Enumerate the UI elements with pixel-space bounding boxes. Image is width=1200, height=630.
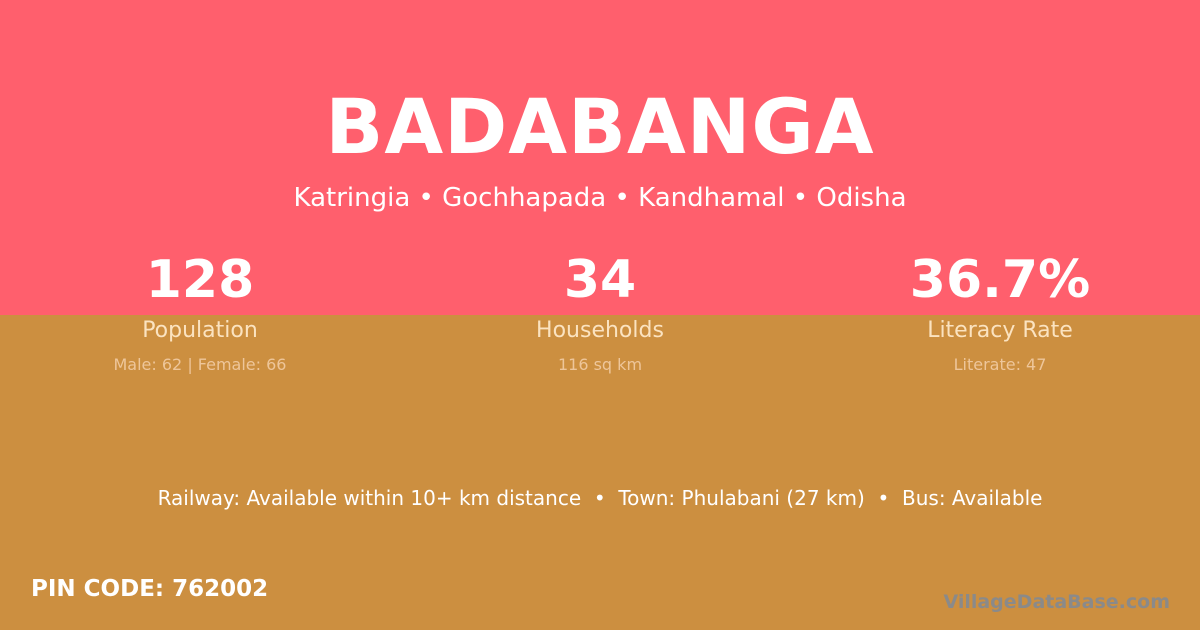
stat-households: 34 Households 116 sq km xyxy=(400,250,800,374)
connectivity-info: Railway: Available within 10+ km distanc… xyxy=(157,486,1043,510)
stat-value: 34 xyxy=(563,250,637,310)
stat-value: 128 xyxy=(145,250,255,310)
stat-label: Population xyxy=(142,318,258,343)
stat-detail: Literate: 47 xyxy=(953,355,1047,374)
header-band xyxy=(0,0,1200,315)
village-name: BADABANGA xyxy=(325,82,875,171)
location-breadcrumb: Katringia • Gochhapada • Kandhamal • Odi… xyxy=(293,183,907,213)
stat-literacy: 36.7% Literacy Rate Literate: 47 xyxy=(800,250,1200,374)
stat-population: 128 Population Male: 62 | Female: 66 xyxy=(0,250,400,374)
stat-detail: Male: 62 | Female: 66 xyxy=(113,355,287,374)
pin-code: PIN CODE: 762002 xyxy=(31,576,269,602)
stat-label: Households xyxy=(536,318,664,343)
stat-detail: 116 sq km xyxy=(557,355,643,374)
stat-value: 36.7% xyxy=(909,250,1091,310)
stat-label: Literacy Rate xyxy=(927,318,1073,343)
brand-logo: VillageDataBase.com xyxy=(943,591,1170,613)
